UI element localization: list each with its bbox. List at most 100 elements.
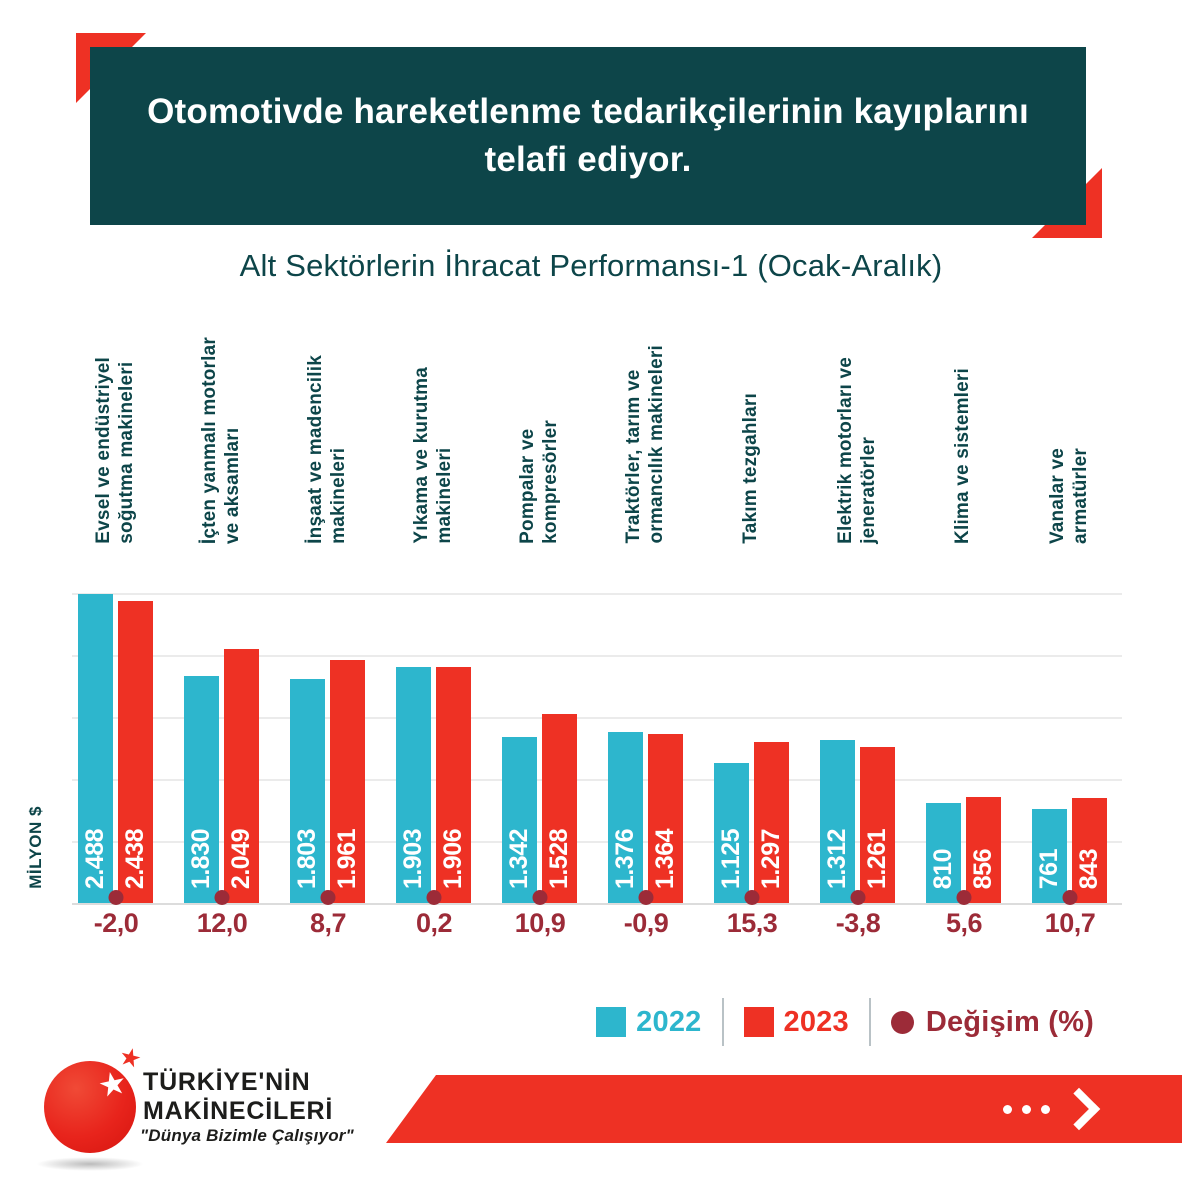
bar-2022: 1.376	[608, 732, 643, 903]
bar-2022: 1.312	[820, 740, 855, 903]
bar-value-label: 1.364	[651, 828, 679, 889]
bar-value-label: 1.906	[439, 828, 467, 889]
bar-2023: 1.906	[436, 667, 471, 903]
bar-value-label: 2.488	[81, 828, 109, 889]
change-percent-value: 0,2	[415, 908, 453, 938]
bar-group: 1.376 1.364	[608, 593, 683, 905]
legend-item-2023: 2023	[743, 1005, 849, 1039]
bar-value-label: 1.961	[333, 828, 361, 889]
bar-value-label: 810	[929, 848, 957, 889]
bar-value-label: 856	[969, 848, 997, 889]
gridline	[72, 903, 1122, 905]
legend-circle-icon	[890, 1010, 914, 1034]
bar-group: 810 856	[926, 593, 1001, 905]
category-label: Yıkama ve kurutma makineleri	[411, 367, 455, 544]
ellipsis-dot-icon	[1003, 1104, 1012, 1114]
gridline	[72, 593, 1122, 595]
bar-2022: 1.342	[502, 737, 537, 903]
bar-value-label: 843	[1075, 848, 1103, 889]
bar-group: 2.488 2.438	[78, 593, 153, 905]
y-axis-label: MİLYON $	[26, 806, 45, 889]
change-marker-dot	[744, 890, 759, 905]
gridline	[72, 841, 1122, 843]
gridline	[72, 655, 1122, 657]
change-percent-value: 10,9	[514, 908, 566, 938]
category-label: Pompalar ve kompresörler	[517, 420, 561, 544]
category-label: İçten yanmalı motorlar ve aksamları	[199, 336, 243, 544]
change-percent-row: -2,0 12,0 8,7 0,2 10,9 -0,9 15,3 -3,8 5,6 10,7	[72, 908, 1122, 950]
bar-2023: 2.438	[118, 601, 153, 903]
category-label: Elektrik motorları ve jeneratörler	[835, 357, 879, 544]
change-percent-value: -0,9	[623, 908, 669, 938]
header-title: Otomotivde hareketlenme tedarikçilerinin…	[147, 91, 1029, 179]
category-label: Traktörler, tarım ve ormancılık makinele…	[623, 345, 667, 544]
bar-2022: 1.803	[290, 679, 325, 903]
change-marker-dot	[956, 890, 971, 905]
bar-value-label: 1.297	[757, 828, 785, 889]
bar-value-label: 1.803	[293, 828, 321, 889]
change-marker-dot	[320, 890, 335, 905]
bar-value-label: 2.438	[121, 828, 149, 889]
gridline	[72, 717, 1122, 719]
ellipsis-dot-icon	[1041, 1104, 1050, 1114]
category-label: Evsel ve endüstriyel soğutma makineleri	[93, 357, 137, 544]
change-percent-value: 10,7	[1044, 908, 1096, 938]
change-percent-value: 8,7	[309, 908, 347, 938]
change-marker-dot	[426, 890, 441, 905]
legend-label: Değişim (%)	[925, 1005, 1094, 1038]
bar-value-label: 1.903	[399, 828, 427, 889]
bar-value-label: 1.830	[187, 828, 215, 889]
change-marker-dot	[214, 890, 229, 905]
legend-item-2022: 2022	[596, 1006, 701, 1039]
bar-group: 1.830 2.049	[184, 593, 259, 905]
bar-2022: 1.830	[184, 676, 219, 903]
header-banner: Otomotivde hareketlenme tedarikçilerinin…	[90, 47, 1086, 225]
legend-label: 2022	[636, 1005, 702, 1038]
gridline	[72, 779, 1122, 781]
logo-shadow	[36, 1157, 144, 1171]
footer-banner	[386, 1075, 1182, 1143]
change-percent-value: -2,0	[93, 908, 139, 938]
change-percent-value: 5,6	[945, 908, 983, 938]
bar-2023: 843	[1072, 798, 1107, 903]
bar-value-label: 761	[1035, 848, 1063, 889]
bar-2022: 810	[926, 803, 961, 903]
category-label: Takım tezgahları	[740, 393, 761, 544]
legend-label: 2023	[783, 1005, 849, 1038]
legend-item-deiim: Değişim (%)	[890, 1005, 1094, 1039]
category-label: Vanalar ve armatürler	[1047, 447, 1091, 544]
bar-value-label: 1.376	[611, 828, 639, 889]
bar-group: 1.125 1.297	[714, 593, 789, 905]
legend-square-icon	[743, 1007, 774, 1037]
category-label-area: Evsel ve endüstriyel soğutma makineleri İ…	[72, 322, 1122, 544]
bar-value-label: 1.125	[717, 828, 745, 889]
logo-slogan: "Dünya Bizimle Çalışıyor"	[140, 1126, 354, 1145]
bar-group: 1.803 1.961	[290, 593, 365, 905]
change-marker-dot	[532, 890, 547, 905]
change-percent-value: 12,0	[196, 908, 248, 938]
bar-2023: 1.261	[860, 747, 895, 903]
bar-value-label: 1.342	[505, 828, 533, 889]
change-marker-dot	[1062, 890, 1077, 905]
bar-2023: 2.049	[224, 649, 259, 903]
bar-2023: 856	[966, 797, 1001, 903]
chart-title: Alt Sektörlerin İhracat Performansı-1 (O…	[239, 248, 943, 283]
bar-group: 1.342 1.528	[502, 593, 577, 905]
chart-legend: 2022 2023 Değişim (%)	[596, 998, 1094, 1046]
change-marker-dot	[850, 890, 865, 905]
bar-group: 761 843	[1032, 593, 1107, 905]
bar-group: 1.312 1.261	[820, 593, 895, 905]
category-label: Klima ve sistemleri	[952, 368, 973, 544]
bar-2023: 1.528	[542, 714, 577, 903]
change-marker-dot	[108, 890, 123, 905]
bar-2022: 761	[1032, 809, 1067, 903]
logo-circle	[44, 1061, 136, 1153]
ellipsis-dot-icon	[1022, 1104, 1031, 1114]
legend-divider	[721, 998, 724, 1046]
category-label: İnşaat ve madencilik makineleri	[305, 355, 349, 544]
bar-value-label: 1.261	[863, 828, 891, 889]
bar-2023: 1.297	[754, 742, 789, 903]
legend-square-icon	[596, 1007, 627, 1037]
more-button[interactable]	[1003, 1087, 1101, 1131]
